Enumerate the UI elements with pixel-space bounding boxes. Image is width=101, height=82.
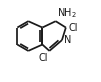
Text: Cl: Cl <box>68 23 78 33</box>
Text: NH$_2$: NH$_2$ <box>57 6 77 20</box>
Text: Cl: Cl <box>38 53 48 63</box>
Text: N: N <box>64 35 72 45</box>
